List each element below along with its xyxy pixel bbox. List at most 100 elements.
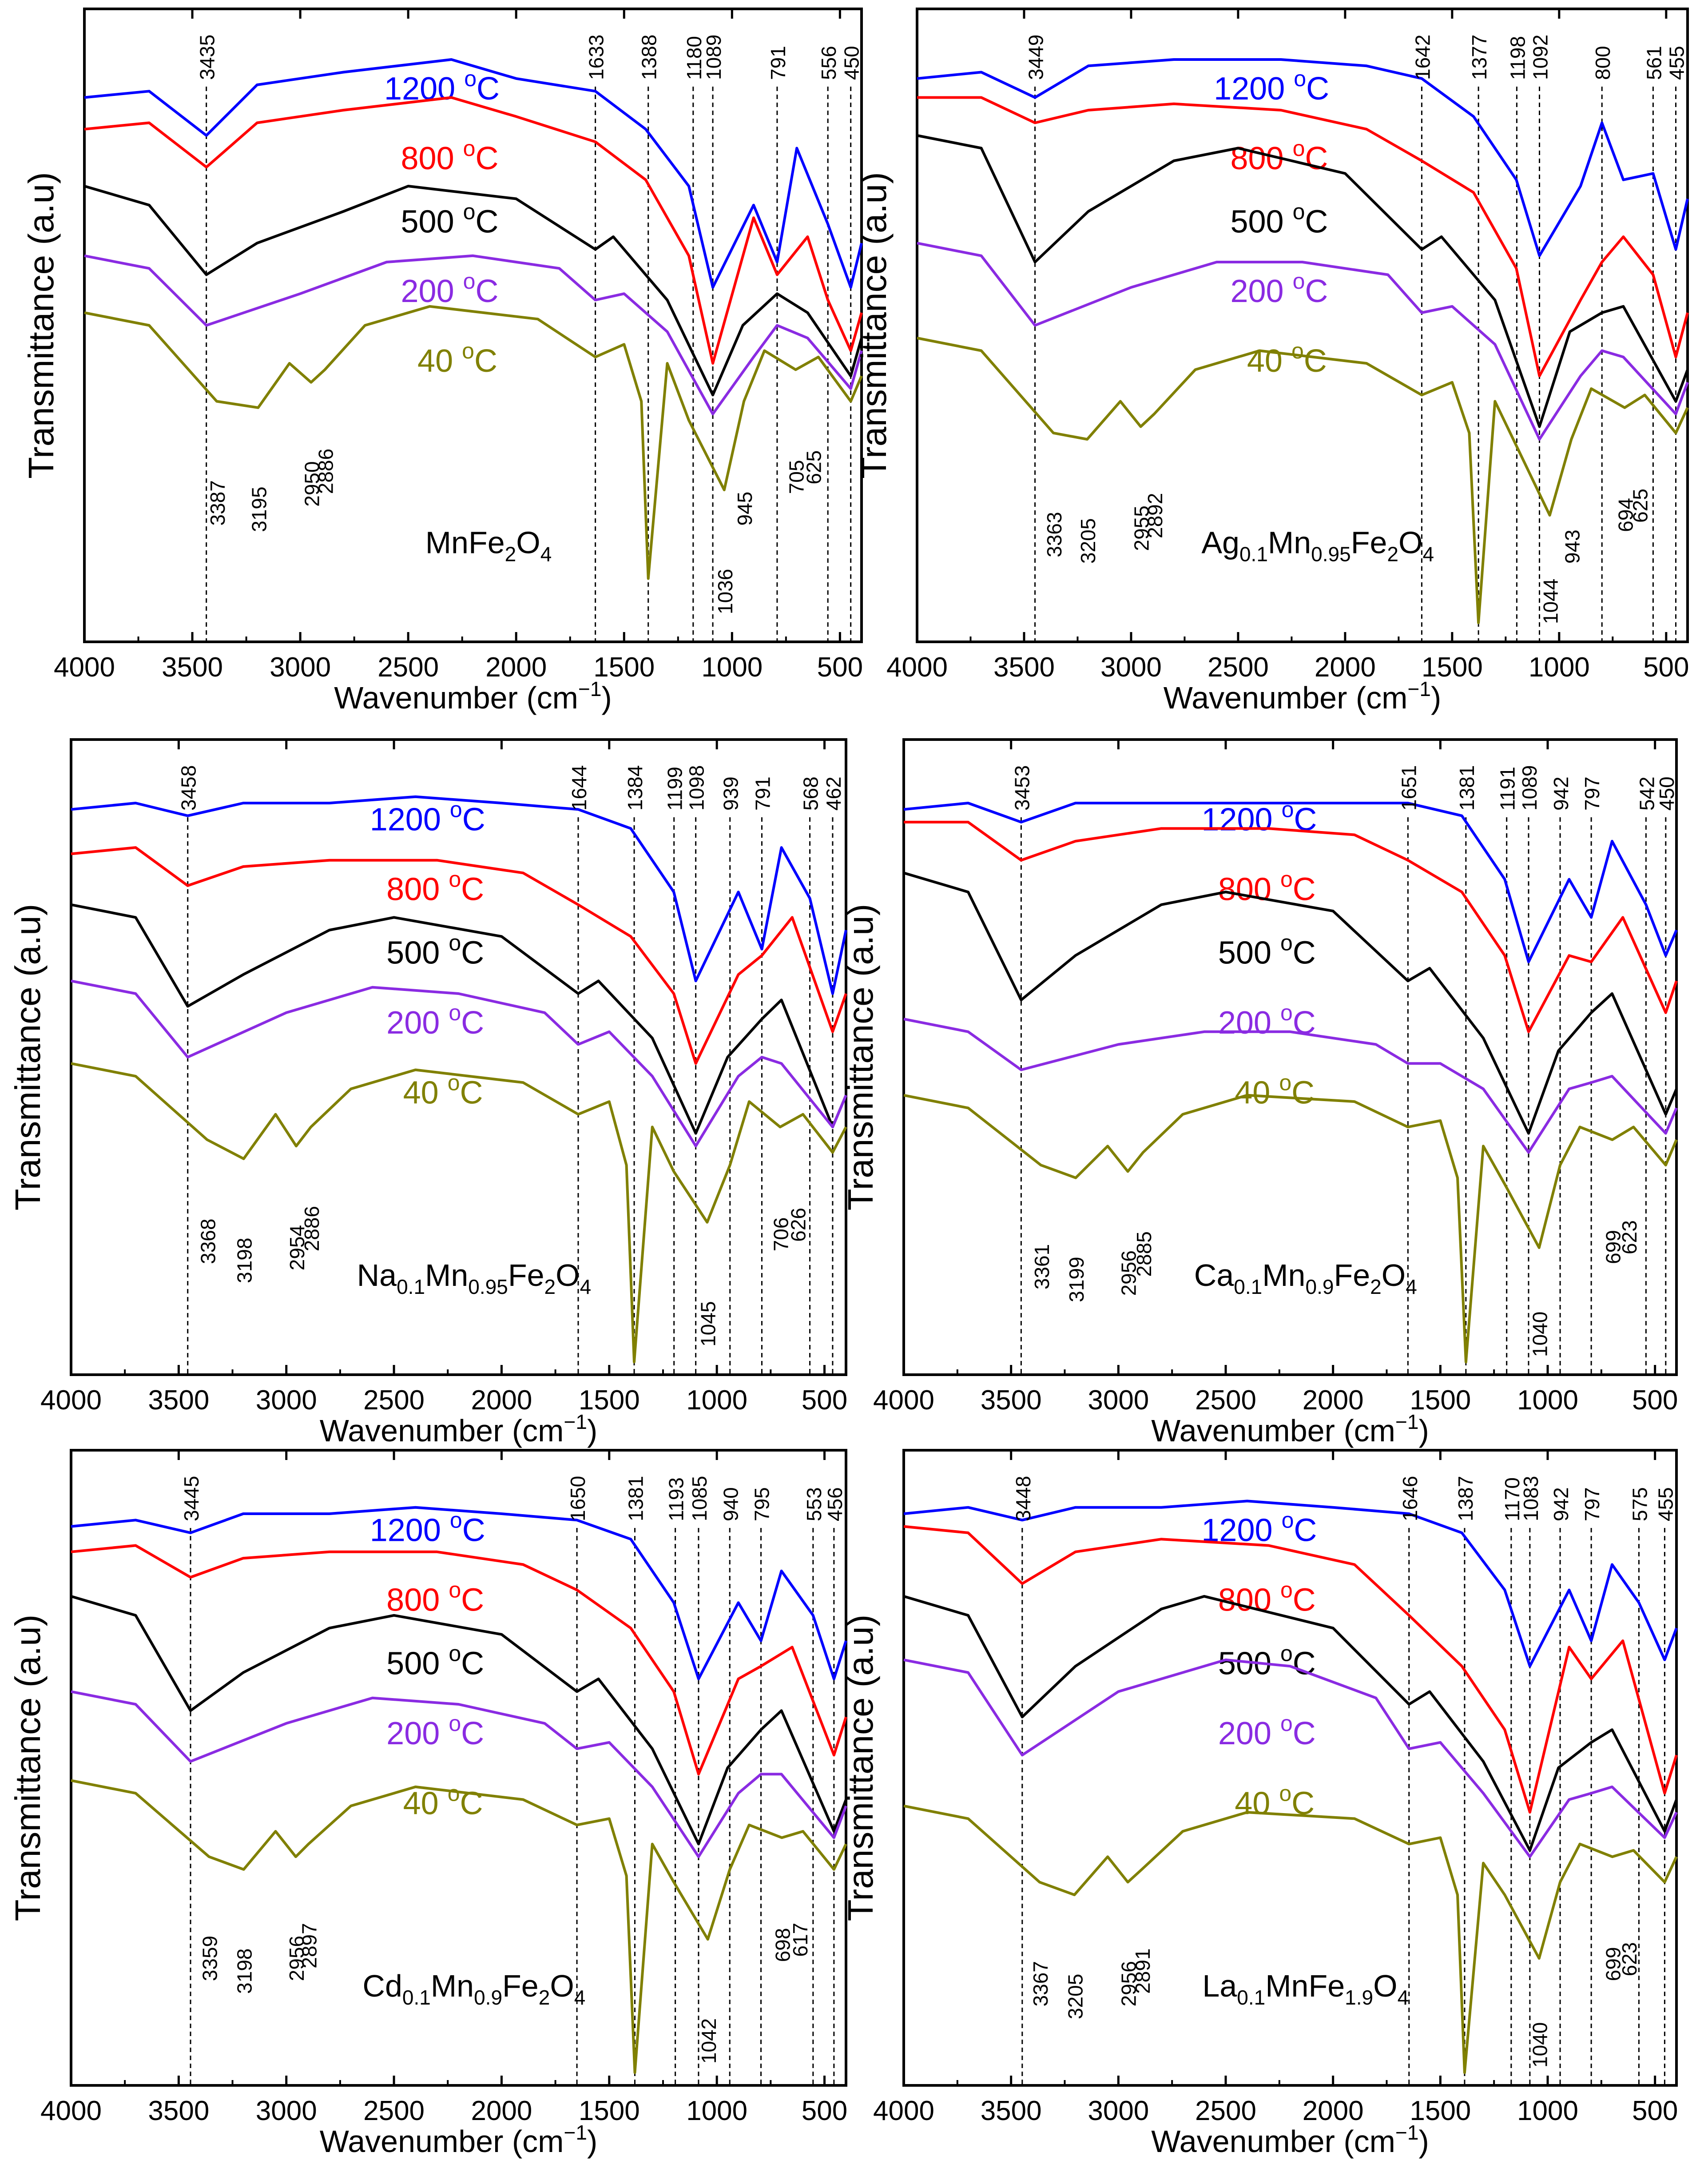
- series-label: 800 oC: [386, 1578, 484, 1618]
- series-label-degree: o: [1280, 1711, 1293, 1736]
- peak-label-top: 1085: [688, 1476, 711, 1521]
- series-line-1200c: [71, 1506, 847, 1680]
- series-line-800c: [71, 1544, 847, 1776]
- series-label-unit: C: [1294, 1512, 1317, 1548]
- series-label-unit: C: [1306, 71, 1329, 107]
- x-tick-label: 1000: [701, 652, 763, 683]
- series-line-800c: [904, 820, 1678, 1033]
- x-tick-label: 3500: [148, 2096, 209, 2126]
- peak-label-bottom: 3359: [199, 1936, 222, 1981]
- x-axis-label-close: ): [587, 1413, 597, 1448]
- x-tick-label: 1500: [579, 1385, 640, 1416]
- x-tick-label: 2000: [485, 652, 547, 683]
- x-axis-label-exponent: −1: [1407, 677, 1430, 700]
- peak-label-bottom: 1045: [696, 1301, 719, 1346]
- x-axis-label-close: ): [1418, 2124, 1429, 2159]
- x-tick-label: 4000: [40, 1385, 102, 1416]
- peak-label-bottom: 617: [789, 1923, 812, 1957]
- peak-label-bottom: 3198: [233, 1237, 256, 1283]
- title-subscript: 0.1: [402, 1986, 431, 2009]
- x-tick-label: 3500: [993, 652, 1055, 683]
- series-label-unit: C: [1291, 1786, 1315, 1821]
- series-label-degree: o: [448, 1781, 460, 1806]
- peak-label-top: 1644: [568, 765, 591, 811]
- peak-label-bottom: 3361: [1030, 1244, 1053, 1289]
- x-tick-label: 2000: [1303, 2096, 1364, 2126]
- series-label-unit: C: [462, 802, 485, 837]
- series-label: 40 oC: [403, 1070, 483, 1110]
- title-part: Na: [357, 1258, 397, 1293]
- series-label-degree: o: [449, 1578, 461, 1603]
- y-axis-label: Transmittance (a.u): [841, 904, 880, 1211]
- series-label-degree: o: [463, 136, 476, 161]
- series-line-800c: [71, 846, 847, 1065]
- x-tick-label: 1500: [1410, 2096, 1471, 2126]
- x-tick-label: 1000: [686, 1385, 747, 1416]
- title-part: O: [516, 525, 540, 560]
- peak-label-bottom: 2897: [298, 1923, 321, 1968]
- title-subscript: 1.9: [1345, 1986, 1373, 2009]
- series-label-value: 500: [386, 935, 449, 971]
- y-axis-label: Transmittance (a.u): [8, 1615, 48, 1921]
- series-line-1200c: [917, 58, 1689, 257]
- series-label: 1200 oC: [370, 1508, 485, 1548]
- title-subscript: 2: [505, 543, 516, 566]
- title-part: Fe: [508, 1258, 544, 1293]
- title-part: Ca: [1194, 1258, 1234, 1293]
- peak-label-bottom: 2956: [1117, 1250, 1140, 1296]
- series-label: 500 oC: [386, 1641, 484, 1682]
- series-label-value: 1200: [370, 1512, 450, 1548]
- x-tick-label: 2000: [1315, 652, 1376, 683]
- peak-label-bottom: 2891: [1131, 1948, 1154, 1993]
- compound-title: La0.1MnFe1.9O4: [1202, 1969, 1409, 2009]
- x-tick-label: 2000: [1303, 1385, 1364, 1416]
- series-label-degree: o: [462, 338, 474, 363]
- peak-label-top: 561: [1642, 46, 1665, 80]
- series-label: 800 oC: [1218, 1578, 1316, 1618]
- series-label-value: 40: [1247, 343, 1291, 379]
- series-label-unit: C: [1305, 274, 1328, 309]
- peak-label-top: 1387: [1454, 1476, 1477, 1521]
- x-tick-label: 2500: [1195, 2096, 1256, 2126]
- series-label-degree: o: [1280, 1578, 1293, 1603]
- title-subscript: 4: [574, 1986, 586, 2009]
- peak-label-top: 542: [1635, 776, 1658, 811]
- title-subscript: 2: [544, 1275, 556, 1298]
- x-axis-label-close: ): [601, 680, 612, 715]
- x-tick-label: 4000: [40, 2096, 102, 2126]
- peak-label-bottom: 699: [1601, 1947, 1625, 1981]
- x-tick-label: 4000: [54, 652, 115, 683]
- x-tick-label: 500: [1632, 2096, 1678, 2126]
- x-tick-label: 3500: [981, 2096, 1042, 2126]
- series-label-unit: C: [461, 1716, 484, 1751]
- x-axis-label-close: ): [1431, 680, 1441, 715]
- title-part: O: [1382, 1258, 1406, 1293]
- peak-label-bottom: 1040: [1529, 1312, 1552, 1357]
- series-line-1200c: [903, 802, 1678, 963]
- x-axis-label: Wavenumber (cm−1): [1151, 1410, 1429, 1448]
- series-label: 200 oC: [1230, 269, 1328, 309]
- peak-label-top: 1642: [1411, 35, 1434, 80]
- compound-title: MnFe2O4: [425, 525, 552, 566]
- series-label-unit: C: [461, 1583, 484, 1618]
- title-subscript: 0.9: [1305, 1275, 1334, 1298]
- peak-label-top: 939: [719, 776, 743, 811]
- peak-label-bottom: 2956: [285, 1936, 308, 1981]
- series-label-value: 500: [1230, 204, 1292, 239]
- title-subscript: 4: [1398, 1986, 1409, 2009]
- series-line-200c: [84, 254, 863, 415]
- y-axis-label: Transmittance (a.u): [841, 1615, 880, 1921]
- peak-label-top: 791: [751, 776, 774, 811]
- title-part: Fe: [502, 1969, 539, 2003]
- peak-label-bottom: 699: [1601, 1230, 1625, 1264]
- peak-label-bottom: 2950: [300, 461, 323, 506]
- series-label-degree: o: [1280, 931, 1293, 955]
- peak-label-bottom: 623: [1618, 1942, 1641, 1976]
- series-label-value: 200: [386, 1716, 449, 1751]
- title-subscript: 0.1: [1237, 1986, 1265, 2009]
- x-tick-label: 3000: [270, 652, 331, 683]
- peak-label-top: 942: [1549, 1487, 1573, 1521]
- series-line-200c: [917, 242, 1689, 441]
